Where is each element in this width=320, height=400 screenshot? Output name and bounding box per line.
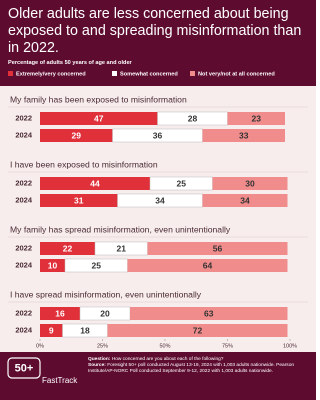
value-label: 34 — [155, 195, 165, 205]
bar-segment — [127, 259, 288, 272]
notes: Question: How concerned are you about ea… — [88, 357, 308, 375]
value-label: 18 — [80, 325, 90, 335]
legend-swatch — [8, 71, 13, 76]
value-label: 56 — [213, 243, 223, 253]
x-tick-label: 100% — [283, 343, 297, 349]
value-label: 34 — [240, 195, 250, 205]
value-label: 47 — [94, 113, 104, 123]
legend-label: Not very/not at all concerned — [198, 71, 275, 77]
year-label: 2022 — [15, 178, 32, 187]
bar-segment — [40, 259, 65, 272]
value-label: 20 — [100, 308, 110, 318]
logo-name: FastTrack — [42, 376, 78, 385]
value-label: 21 — [117, 243, 127, 253]
value-label: 22 — [63, 243, 73, 253]
bar-segment — [40, 242, 95, 255]
bar-segment — [40, 177, 150, 190]
year-label: 2024 — [15, 325, 33, 334]
bar-segment — [202, 194, 288, 207]
value-label: 33 — [239, 130, 249, 140]
source-label: Source: — [88, 363, 106, 368]
legend-swatch — [112, 71, 117, 76]
value-label: 10 — [48, 260, 58, 270]
bar-segment — [40, 112, 158, 125]
question-label: Question: — [88, 357, 111, 362]
bar-segment — [40, 129, 113, 142]
x-tick-label: 50% — [159, 343, 170, 349]
year-label: 2022 — [15, 308, 32, 317]
value-label: 29 — [72, 130, 82, 140]
value-label: 36 — [153, 130, 163, 140]
value-label: 72 — [193, 325, 203, 335]
group-title: I have spread misinformation, even unint… — [10, 289, 202, 299]
bar-segment — [107, 324, 288, 337]
year-label: 2024 — [15, 260, 33, 269]
value-label: 44 — [90, 178, 100, 188]
bar-segment — [202, 129, 285, 142]
value-label: 31 — [74, 195, 84, 205]
logo-mark: 50+ — [15, 362, 34, 374]
legend-label: Extremely/very concerned — [16, 71, 86, 77]
value-label: 28 — [188, 113, 198, 123]
bar-segment — [147, 242, 288, 255]
x-tick-label: 25% — [97, 343, 108, 349]
value-label: 64 — [203, 260, 213, 270]
legend-swatch — [190, 71, 195, 76]
bar-segment — [227, 112, 285, 125]
x-tick-label: 75% — [222, 343, 233, 349]
value-label: 25 — [92, 260, 102, 270]
value-label: 25 — [177, 178, 187, 188]
year-label: 2022 — [15, 113, 32, 122]
group-title: I have been exposed to misinformation — [10, 159, 158, 169]
group-title: My family has spread misinformation, eve… — [10, 224, 231, 234]
value-label: 63 — [204, 308, 214, 318]
logo-box — [7, 357, 41, 379]
value-label: 30 — [245, 178, 255, 188]
value-label: 23 — [252, 113, 262, 123]
legend-label: Somewhat concerned — [120, 71, 178, 77]
value-label: 9 — [49, 325, 54, 335]
year-label: 2022 — [15, 243, 32, 252]
bar-segment — [40, 307, 80, 320]
group-title: My family has been exposed to misinforma… — [10, 94, 187, 104]
value-label: 16 — [55, 308, 65, 318]
bar-segment — [40, 194, 118, 207]
bar-segment — [40, 324, 63, 337]
chart-subtitle: Percentage of adults 50 years of age and… — [8, 60, 132, 66]
x-tick-label: 0% — [36, 343, 44, 349]
year-label: 2024 — [15, 195, 33, 204]
bar-segment — [212, 177, 288, 190]
question: How concerned are you about each of the … — [111, 357, 224, 362]
source: Foresight 50+ poll conducted August 13-1… — [88, 363, 295, 374]
year-label: 2024 — [15, 130, 33, 139]
bar-segment — [130, 307, 288, 320]
chart-title: Older adults are less concerned about be… — [8, 6, 302, 56]
